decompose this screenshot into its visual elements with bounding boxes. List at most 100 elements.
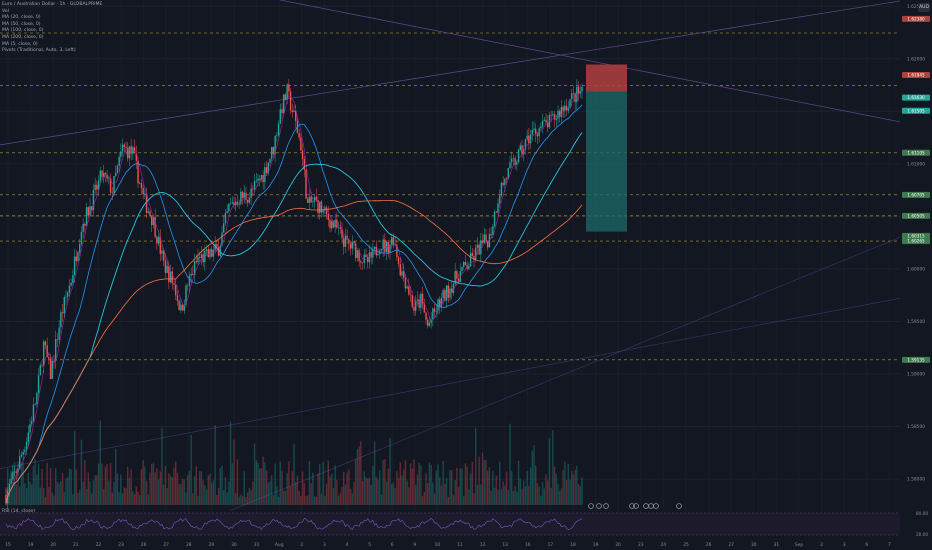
- candle-body: [137, 160, 139, 184]
- legend-ma-200[interactable]: MA (200, close, 0): [2, 34, 44, 40]
- volume-bar: [190, 434, 192, 505]
- volume-bar: [164, 465, 167, 505]
- volume-bar: [337, 495, 340, 505]
- legend-ma-100[interactable]: MA (100, close, 0): [2, 28, 44, 34]
- candle-body: [471, 253, 473, 257]
- candle-body: [70, 282, 72, 286]
- candle-body: [164, 260, 167, 273]
- volume-bar: [175, 461, 177, 505]
- rsi-tick: 20.00: [916, 532, 928, 537]
- candle-body: [576, 86, 578, 103]
- volume-bar: [440, 485, 443, 505]
- ma-100-line: [5, 199, 583, 504]
- volume-bar: [523, 480, 525, 505]
- rsi-pane: [0, 512, 900, 536]
- volume-bar: [392, 482, 395, 505]
- volume-bar: [418, 462, 420, 505]
- volume-bar: [63, 491, 65, 505]
- candle-body: [87, 207, 89, 216]
- short-position-tool[interactable]: [586, 64, 627, 232]
- volume-bar: [89, 481, 91, 505]
- candle-body: [288, 84, 290, 92]
- candle-body: [226, 211, 228, 214]
- candle-body: [91, 206, 93, 210]
- volume-bar: [243, 471, 245, 505]
- volume-bar: [169, 475, 172, 505]
- volume-bar: [569, 479, 571, 505]
- volume-bar: [536, 483, 539, 505]
- candle-body: [67, 292, 69, 297]
- volume-bar: [334, 465, 336, 505]
- rsi-legend[interactable]: RSI (14, close): [2, 509, 36, 514]
- candle-body: [399, 264, 401, 276]
- volume-bar: [555, 473, 557, 505]
- volume-bar: [209, 473, 211, 505]
- volume-bar: [61, 472, 64, 505]
- currency-badge[interactable]: AUD: [918, 3, 930, 12]
- candle-body: [322, 209, 324, 213]
- price-axis[interactable]: 1.625001.620001.615001.610001.605001.600…: [900, 0, 932, 550]
- volume-bar: [204, 485, 206, 505]
- price-badge-label: 1.62380: [907, 16, 925, 21]
- candle-body: [572, 93, 575, 94]
- candle-body: [44, 341, 47, 346]
- candle-body: [320, 201, 323, 213]
- candle-body: [301, 150, 304, 160]
- candle-body: [490, 234, 492, 235]
- candle-body: [540, 126, 542, 129]
- time-tick: 30: [751, 542, 757, 548]
- volume-bar: [459, 468, 461, 505]
- candle-body: [348, 239, 350, 244]
- candle-body: [343, 238, 345, 247]
- candle-body: [397, 257, 400, 265]
- legend-symbol[interactable]: Euro / Australian Dollar · 1h · GLOBALPR…: [2, 2, 103, 7]
- legend-ma-50[interactable]: MA (50, close, 0): [2, 21, 41, 27]
- volume-bar: [97, 463, 100, 505]
- volume-bar: [541, 482, 544, 505]
- rsi-tick: 80.00: [916, 511, 928, 516]
- volume-bar: [219, 468, 221, 505]
- volume-bar: [457, 487, 460, 505]
- volume-bar: [307, 495, 309, 505]
- candle-body: [125, 147, 127, 148]
- candle-body: [363, 254, 365, 263]
- candle-body: [12, 471, 14, 480]
- event-marker: [596, 503, 602, 509]
- volume-bar: [250, 490, 252, 505]
- candle-body: [473, 256, 475, 260]
- volume-bar: [255, 460, 257, 505]
- volume-bar: [368, 477, 371, 505]
- candle-body: [439, 299, 441, 307]
- candlesticks: [5, 78, 583, 510]
- volume-bar: [65, 478, 67, 505]
- volume-bar: [101, 463, 103, 505]
- event-markers[interactable]: [588, 503, 682, 509]
- candle-body: [372, 248, 374, 258]
- volume-bar: [571, 471, 573, 505]
- volume-bar: [396, 471, 398, 505]
- legend-pivots[interactable]: Pivots (Traditional, Auto, 3, Left): [2, 48, 76, 54]
- candle-body: [516, 162, 518, 165]
- volume-bar: [279, 461, 281, 505]
- candle-body: [73, 256, 76, 276]
- volume-bar: [406, 480, 408, 505]
- legend-ma-20[interactable]: MA (20, close, 0): [2, 15, 41, 21]
- volume-bar: [466, 466, 468, 505]
- volume-bar: [68, 468, 71, 505]
- time-axis[interactable]: 15 19 20 21 22 23 26 27 28 29 30 31 Aug 2 3 4 5 6 9 10 11 12 1…: [0, 538, 932, 550]
- volume-bar: [41, 468, 43, 505]
- candle-body: [512, 158, 515, 159]
- legend-vol[interactable]: Vol: [2, 8, 9, 14]
- candle-body: [241, 191, 244, 198]
- candle-body: [10, 479, 12, 484]
- volume-bar: [468, 489, 470, 505]
- legend-ma-5[interactable]: MA (5, close, 0): [2, 41, 38, 47]
- volume-bar: [435, 470, 437, 505]
- candle-body: [303, 159, 305, 170]
- volume-bar: [77, 492, 79, 505]
- candle-body: [478, 244, 480, 255]
- candle-body: [355, 243, 357, 259]
- candle-body: [493, 211, 496, 227]
- trend-line-support: [229, 237, 901, 511]
